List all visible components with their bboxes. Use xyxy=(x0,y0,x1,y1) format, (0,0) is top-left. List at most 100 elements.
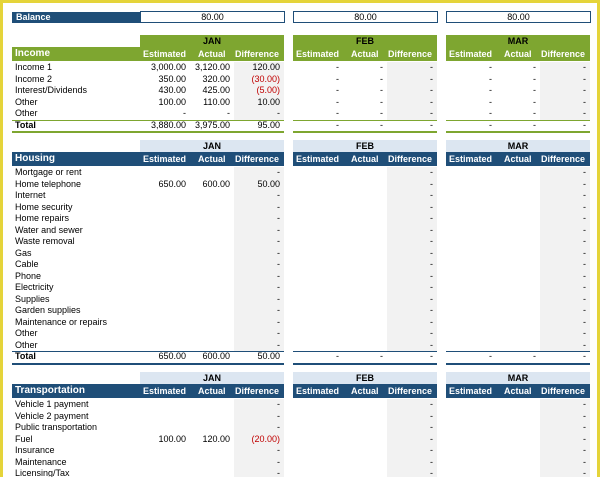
estimated-cell[interactable] xyxy=(293,225,343,237)
actual-cell[interactable]: - xyxy=(533,108,536,118)
estimated-cell[interactable]: 350.00 xyxy=(158,73,186,84)
actual-cell[interactable] xyxy=(190,305,234,317)
estimated-cell[interactable] xyxy=(446,399,496,411)
actual-cell[interactable] xyxy=(190,167,234,179)
actual-cell[interactable] xyxy=(496,434,540,446)
actual-cell[interactable]: - xyxy=(380,73,383,84)
actual-cell[interactable] xyxy=(496,179,540,191)
estimated-cell[interactable] xyxy=(293,317,343,329)
actual-cell[interactable] xyxy=(496,236,540,248)
estimated-cell[interactable] xyxy=(293,457,343,469)
actual-cell[interactable] xyxy=(496,328,540,340)
actual-cell[interactable] xyxy=(496,468,540,477)
estimated-cell[interactable] xyxy=(446,434,496,446)
actual-cell[interactable]: - xyxy=(380,62,383,72)
estimated-cell[interactable] xyxy=(446,468,496,477)
actual-cell[interactable] xyxy=(190,317,234,329)
actual-cell[interactable] xyxy=(343,340,387,352)
actual-cell[interactable]: - xyxy=(533,62,536,72)
estimated-cell[interactable] xyxy=(140,422,190,434)
actual-cell[interactable] xyxy=(190,213,234,225)
actual-cell[interactable] xyxy=(496,259,540,271)
actual-cell[interactable] xyxy=(496,411,540,423)
actual-cell[interactable] xyxy=(190,457,234,469)
estimated-cell[interactable] xyxy=(140,202,190,214)
estimated-cell[interactable] xyxy=(140,340,190,352)
estimated-cell[interactable] xyxy=(293,411,343,423)
actual-cell[interactable]: 120.00 xyxy=(202,433,230,444)
actual-cell[interactable] xyxy=(496,294,540,306)
estimated-cell[interactable] xyxy=(140,399,190,411)
actual-cell[interactable] xyxy=(190,190,234,202)
estimated-cell[interactable] xyxy=(140,236,190,248)
estimated-cell[interactable]: - xyxy=(489,108,492,118)
actual-cell[interactable] xyxy=(343,468,387,477)
actual-cell[interactable] xyxy=(190,328,234,340)
estimated-cell[interactable] xyxy=(293,259,343,271)
estimated-cell[interactable] xyxy=(446,340,496,352)
estimated-cell[interactable] xyxy=(446,422,496,434)
actual-cell[interactable] xyxy=(190,271,234,283)
actual-cell[interactable] xyxy=(343,457,387,469)
estimated-cell[interactable] xyxy=(140,457,190,469)
actual-cell[interactable] xyxy=(190,445,234,457)
estimated-cell[interactable] xyxy=(140,271,190,283)
actual-cell[interactable] xyxy=(343,225,387,237)
actual-cell[interactable]: - xyxy=(380,85,383,95)
estimated-cell[interactable] xyxy=(446,225,496,237)
estimated-cell[interactable] xyxy=(140,190,190,202)
estimated-cell[interactable]: - xyxy=(336,73,339,84)
actual-cell[interactable] xyxy=(343,422,387,434)
estimated-cell[interactable]: - xyxy=(489,85,492,95)
estimated-cell[interactable] xyxy=(293,248,343,260)
actual-cell[interactable] xyxy=(190,202,234,214)
actual-cell[interactable] xyxy=(190,422,234,434)
balance-jan[interactable]: 80.00 xyxy=(140,11,285,23)
actual-cell[interactable] xyxy=(343,190,387,202)
actual-cell[interactable] xyxy=(343,399,387,411)
actual-cell[interactable] xyxy=(496,282,540,294)
estimated-cell[interactable]: - xyxy=(336,96,339,107)
actual-cell[interactable] xyxy=(496,305,540,317)
actual-cell[interactable]: 425.00 xyxy=(202,85,230,95)
estimated-cell[interactable] xyxy=(140,213,190,225)
actual-cell[interactable] xyxy=(190,248,234,260)
estimated-cell[interactable]: 650.00 xyxy=(158,178,186,189)
estimated-cell[interactable]: - xyxy=(336,108,339,118)
estimated-cell[interactable] xyxy=(293,468,343,477)
actual-cell[interactable] xyxy=(496,213,540,225)
balance-feb[interactable]: 80.00 xyxy=(293,11,438,23)
actual-cell[interactable] xyxy=(496,271,540,283)
estimated-cell[interactable] xyxy=(293,213,343,225)
actual-cell[interactable] xyxy=(190,340,234,352)
actual-cell[interactable]: 600.00 xyxy=(202,178,230,189)
estimated-cell[interactable] xyxy=(446,190,496,202)
actual-cell[interactable] xyxy=(190,399,234,411)
actual-cell[interactable] xyxy=(190,259,234,271)
estimated-cell[interactable] xyxy=(446,167,496,179)
estimated-cell[interactable] xyxy=(446,179,496,191)
actual-cell[interactable]: - xyxy=(227,108,230,118)
estimated-cell[interactable] xyxy=(293,328,343,340)
actual-cell[interactable] xyxy=(190,294,234,306)
estimated-cell[interactable] xyxy=(140,282,190,294)
actual-cell[interactable]: - xyxy=(533,73,536,84)
actual-cell[interactable] xyxy=(343,305,387,317)
estimated-cell[interactable] xyxy=(140,259,190,271)
actual-cell[interactable] xyxy=(496,399,540,411)
estimated-cell[interactable] xyxy=(293,340,343,352)
actual-cell[interactable] xyxy=(190,236,234,248)
actual-cell[interactable] xyxy=(496,202,540,214)
estimated-cell[interactable] xyxy=(293,167,343,179)
estimated-cell[interactable] xyxy=(140,225,190,237)
estimated-cell[interactable] xyxy=(446,271,496,283)
estimated-cell[interactable] xyxy=(140,468,190,477)
actual-cell[interactable] xyxy=(343,328,387,340)
estimated-cell[interactable] xyxy=(293,282,343,294)
actual-cell[interactable] xyxy=(496,422,540,434)
estimated-cell[interactable]: - xyxy=(489,96,492,107)
actual-cell[interactable]: - xyxy=(533,85,536,95)
estimated-cell[interactable] xyxy=(446,259,496,271)
estimated-cell[interactable] xyxy=(293,434,343,446)
actual-cell[interactable] xyxy=(343,248,387,260)
